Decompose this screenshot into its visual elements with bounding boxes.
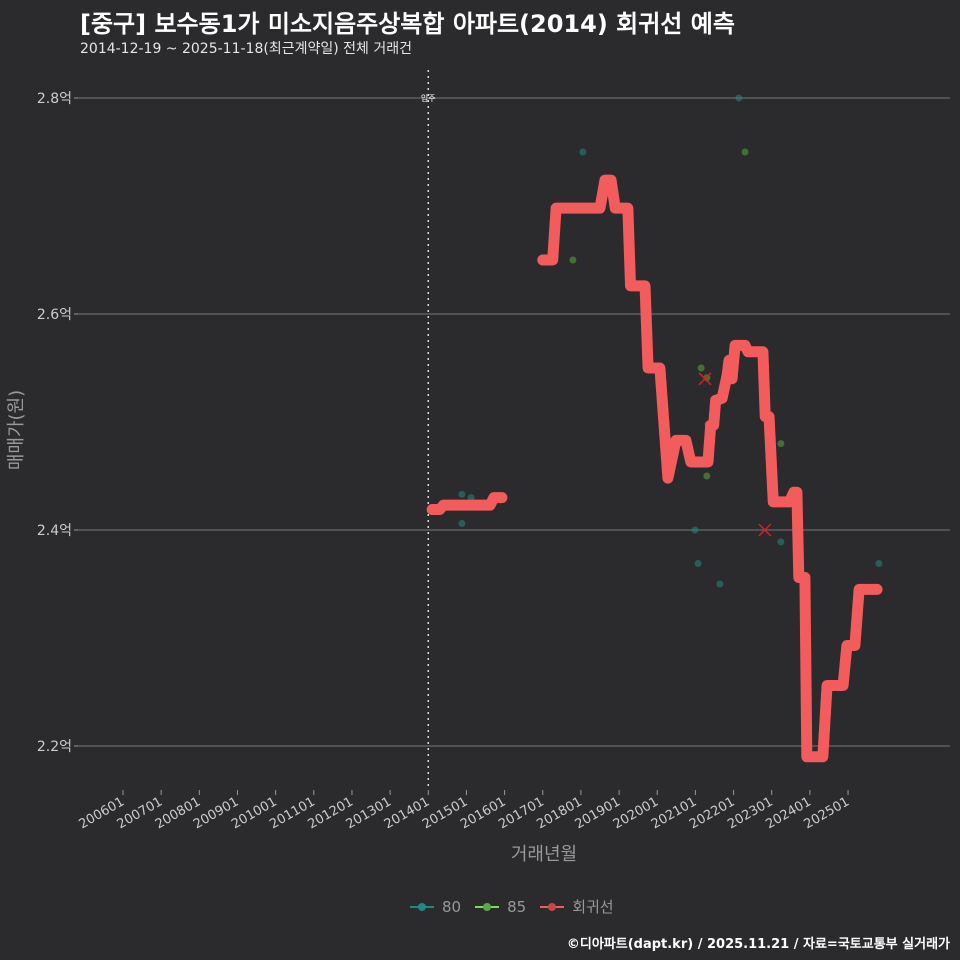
data-point-80 xyxy=(691,526,699,534)
data-point-80 xyxy=(777,538,785,546)
legend-item-85: 85 xyxy=(475,898,526,916)
legend-swatch-regression xyxy=(540,901,565,913)
y-axis-title: 매매가(원) xyxy=(6,390,27,470)
data-point-85 xyxy=(569,256,577,264)
data-point-80 xyxy=(458,520,466,528)
legend-label: 85 xyxy=(507,897,527,916)
source-footer: ©디아파트(dapt.kr) / 2025.11.21 / 자료=국토교통부 실… xyxy=(566,937,950,952)
data-point-80 xyxy=(467,494,475,502)
y-tick-label: 2.6억 xyxy=(37,307,72,323)
regression-line xyxy=(426,492,508,515)
data-point-80 xyxy=(716,580,724,588)
data-point-85 xyxy=(777,440,785,448)
y-tick-label: 2.8억 xyxy=(37,91,72,107)
data-point-80 xyxy=(694,559,702,567)
data-point-80 xyxy=(458,490,466,498)
data-point-80 xyxy=(735,94,743,102)
legend-item-regression: 회귀선 xyxy=(540,896,614,917)
legend: 80 85 회귀선 xyxy=(410,896,622,917)
data-point-85 xyxy=(703,472,711,480)
data-point-80 xyxy=(579,148,587,156)
legend-label: 80 xyxy=(442,897,462,916)
legend-item-80: 80 xyxy=(410,898,461,916)
legend-swatch-85 xyxy=(475,901,500,913)
data-point-85 xyxy=(741,148,749,156)
predicted-x-marker xyxy=(698,372,712,386)
data-point-80 xyxy=(875,559,883,567)
legend-swatch-80 xyxy=(410,901,434,913)
regression-line xyxy=(537,174,883,763)
y-tick-label: 2.2억 xyxy=(37,739,72,755)
y-tick-label: 2.4억 xyxy=(37,523,72,539)
move-in-label: 입주 xyxy=(421,94,436,103)
legend-label: 회귀선 xyxy=(572,898,614,916)
x-axis-title: 거래년월 xyxy=(511,844,577,865)
chart-title: [중구] 보수동1가 미소지음주상복합 아파트(2014) 회귀선 예측 xyxy=(80,10,735,38)
data-point-85 xyxy=(697,364,705,372)
chart-subtitle: 2014-12-19 ~ 2025-11-18(최근계약일) 전체 거래건 xyxy=(80,41,412,57)
predicted-x-marker xyxy=(758,523,772,537)
